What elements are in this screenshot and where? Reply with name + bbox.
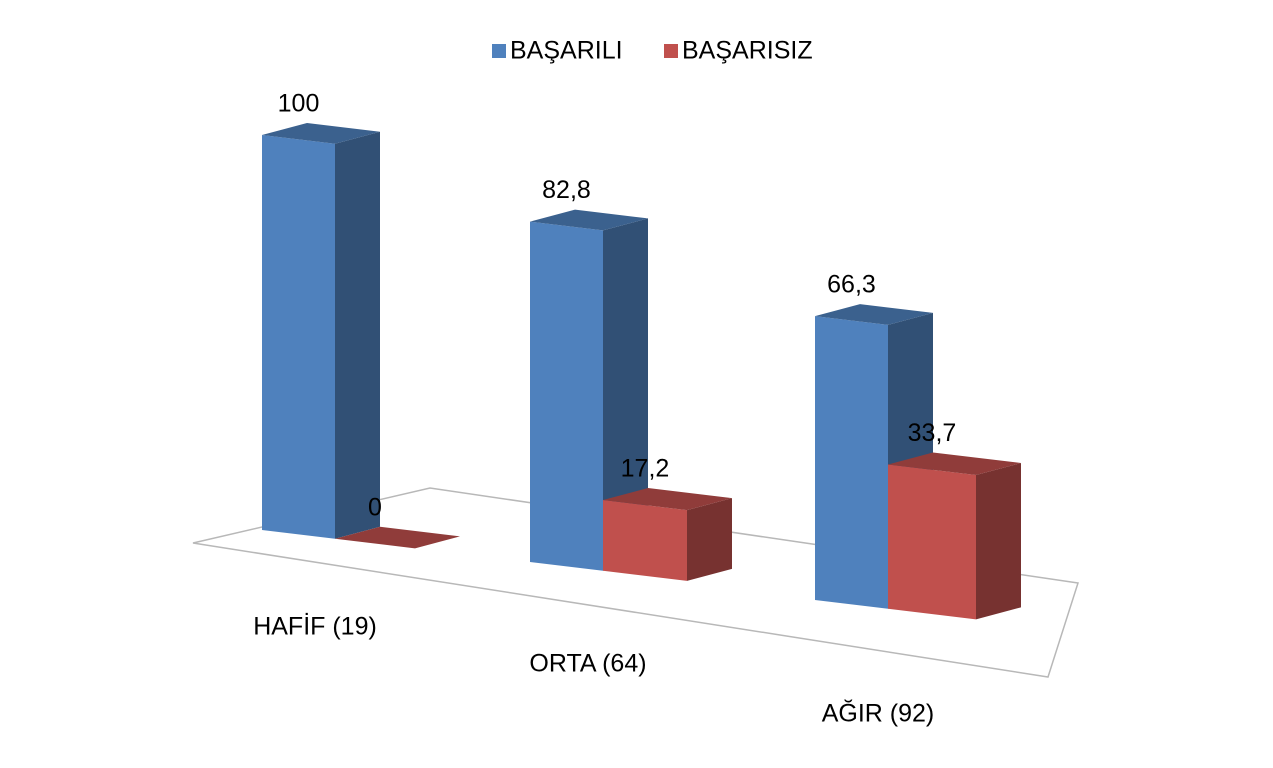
bar-front (530, 221, 603, 571)
bar (530, 209, 648, 571)
bar-side (603, 218, 648, 571)
bar (815, 304, 933, 609)
data-label: 0 (368, 493, 382, 521)
bar-top (888, 452, 1021, 476)
x-tick-label: ORTA (64) (529, 650, 646, 678)
legend-swatch (664, 44, 678, 58)
data-label: 17,2 (621, 455, 670, 483)
bar (888, 452, 1021, 620)
bar-top (603, 488, 732, 511)
bar-front (603, 500, 687, 581)
bar-top (530, 209, 648, 231)
data-label: 33,7 (908, 419, 957, 447)
bar-front (888, 464, 976, 620)
bar-front (262, 135, 335, 539)
bar-side (687, 498, 732, 581)
bar (603, 488, 732, 581)
bar-side (335, 131, 380, 539)
legend-swatch (492, 44, 506, 58)
data-label: 100 (278, 90, 320, 118)
bar (262, 123, 380, 539)
legend-label: BAŞARISIZ (682, 37, 813, 65)
legend-label: BAŞARILI (510, 37, 623, 65)
bar-top (335, 526, 460, 549)
bar-front (815, 316, 888, 609)
data-label: 82,8 (542, 176, 591, 204)
x-tick-label: HAFİF (19) (253, 612, 377, 641)
x-tick-label: AĞIR (92) (822, 699, 935, 728)
bar-side (976, 463, 1021, 620)
bar (335, 526, 460, 549)
data-label: 66,3 (827, 271, 876, 299)
bar-top (262, 123, 380, 144)
bar-top (815, 304, 933, 325)
